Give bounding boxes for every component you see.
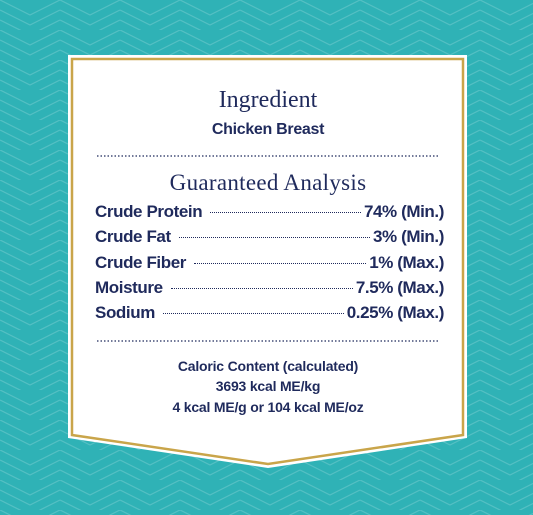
nutrient-label: Moisture (95, 277, 163, 297)
leader-dots (170, 287, 353, 289)
leader-dots (210, 212, 361, 213)
nutrient-label: Crude Fat (95, 227, 171, 247)
leader-dots (194, 262, 367, 264)
panel (68, 55, 467, 468)
nutrient-value: 74% (Min.) (363, 202, 444, 221)
ingredient: Chicken Breast (211, 121, 325, 138)
nutrient-value: 1% (Max.) (369, 252, 444, 272)
nutrient-label: Sodium (95, 303, 155, 323)
nutrient-value: 3% (Min.) (372, 227, 444, 247)
analysis-row: Moisture 7.5% (Max.) (95, 278, 444, 303)
caloric-line: 4 kcal ME/g or 104 kcal ME/oz (172, 399, 364, 415)
leader-dots (178, 237, 370, 239)
analysis-table: Crude Protein 74% (Min.) Crude Fat 3% (Min.… (95, 202, 444, 328)
nutrient-label: Crude Protein (95, 202, 203, 221)
caloric-line: Caloric Content (calculated) (177, 358, 359, 374)
nutrient-value: 7.5% (Max.) (355, 277, 445, 297)
analysis-row: Crude Protein 74% (Min.) (95, 202, 444, 227)
nutrient-value: 0.25% (Max.) (346, 303, 445, 323)
heading: Ingredient (218, 87, 318, 113)
analysis-row: Sodium 0.25% (Max.) (95, 303, 444, 328)
analysis-row: Crude Fat 3% (Min.) (95, 227, 444, 252)
leader-dots (162, 313, 344, 315)
nutrient-label: Crude Fiber (95, 252, 187, 272)
analysis-title: Guaranteed Analysis (169, 170, 367, 195)
analysis-row: Crude Fiber 1% (Max.) (95, 253, 444, 278)
caloric-line: 3693 kcal ME/kg (215, 378, 321, 394)
panel-border (70, 57, 465, 466)
